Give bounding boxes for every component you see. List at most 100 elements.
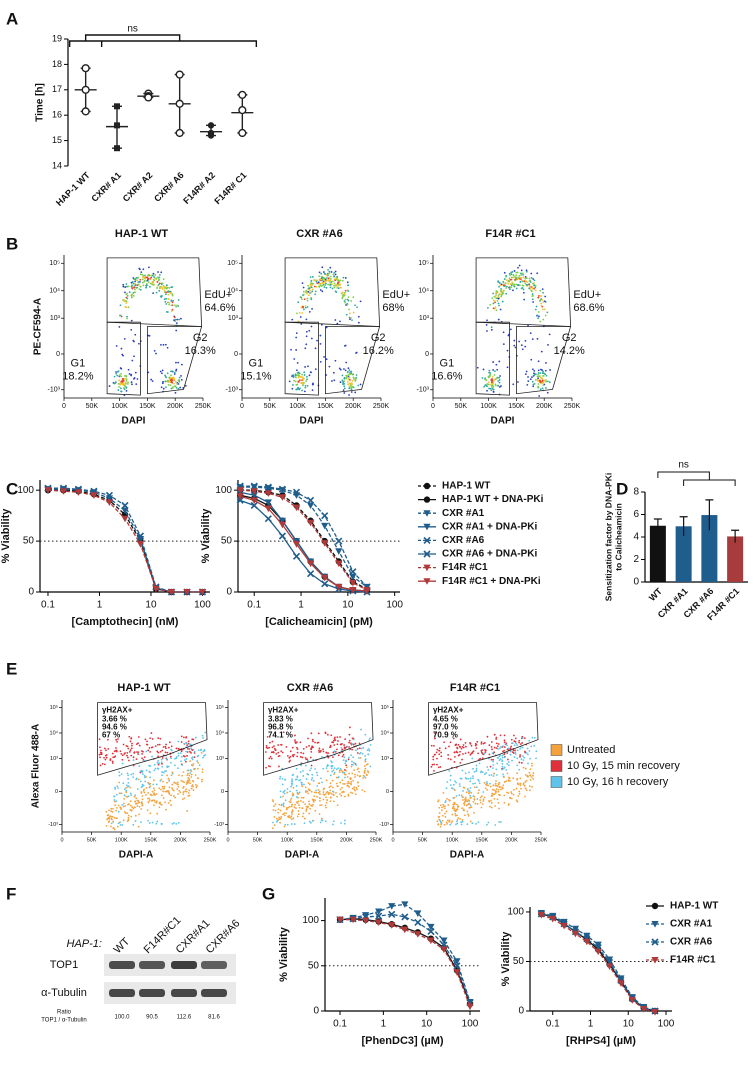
event-dot (303, 783, 305, 786)
event-dot (181, 363, 183, 366)
event-dot (493, 733, 496, 736)
event-dot (526, 775, 529, 778)
event-dot (145, 793, 147, 796)
event-dot (314, 809, 317, 812)
event-dot (459, 761, 462, 764)
panel-letter: E (6, 659, 17, 678)
event-dot (288, 760, 291, 763)
event-dot (186, 779, 189, 782)
event-dot (537, 372, 540, 374)
event-dot (479, 801, 482, 804)
event-dot (495, 738, 498, 740)
event-dot (507, 792, 510, 795)
event-dot (338, 367, 341, 370)
event-dot (489, 387, 492, 390)
event-dot (273, 815, 276, 818)
event-dot (311, 288, 314, 291)
event-dot (469, 806, 472, 809)
event-dot (462, 790, 464, 792)
y-tick-label: 10⁵ (227, 260, 238, 267)
ratio-value: 112.6 (177, 1015, 192, 1021)
x-axis-label: DAPI-A (119, 850, 153, 861)
event-dot (503, 271, 506, 274)
event-dot (433, 744, 435, 747)
event-dot (516, 783, 519, 785)
legend-label: F14R #C1 (670, 955, 716, 966)
event-dot (113, 816, 116, 819)
event-dot (289, 750, 292, 753)
event-dot (523, 280, 526, 283)
event-dot (534, 308, 537, 311)
event-dot (117, 370, 120, 373)
event-dot (503, 278, 506, 280)
event-dot (130, 281, 133, 284)
event-dot (469, 794, 472, 797)
event-dot (110, 822, 113, 825)
event-dot (320, 272, 323, 275)
event-dot (510, 283, 513, 286)
event-dot (121, 380, 124, 383)
event-dot (516, 744, 519, 747)
event-dot (486, 782, 489, 785)
event-dot (137, 742, 139, 745)
event-dot (529, 768, 532, 771)
event-dot (126, 820, 129, 823)
gate (146, 326, 203, 395)
event-dot (539, 289, 542, 292)
event-dot (532, 774, 534, 777)
event-dot (125, 795, 127, 798)
event-dot (111, 811, 114, 813)
event-dot (497, 318, 500, 321)
event-dot (535, 757, 537, 760)
event-dot (439, 804, 442, 807)
event-dot (329, 286, 332, 289)
x-axis-label: DAPI (300, 416, 324, 427)
event-dot (460, 747, 463, 750)
event-dot (336, 795, 339, 798)
event-dot (495, 747, 498, 750)
event-dot (472, 750, 475, 753)
event-dot (488, 774, 491, 777)
event-dot (478, 762, 481, 765)
event-dot (521, 348, 524, 351)
event-dot (502, 767, 505, 770)
event-dot (490, 381, 493, 384)
event-dot (317, 789, 320, 791)
event-dot (126, 285, 128, 288)
event-dot (496, 368, 499, 371)
y-axis-label: % Viability (278, 926, 290, 982)
event-dot (525, 779, 528, 782)
event-dot (334, 359, 337, 362)
event-dot (455, 795, 458, 797)
event-dot (297, 380, 300, 383)
event-dot (514, 753, 517, 755)
y-tick-label: 0 (633, 577, 639, 588)
event-dot (299, 755, 302, 758)
event-dot (344, 762, 347, 765)
event-dot (318, 813, 321, 815)
event-dot (121, 762, 124, 765)
event-dot (351, 792, 354, 795)
event-dot (305, 380, 308, 383)
event-dot (321, 278, 324, 281)
event-dot (160, 372, 163, 375)
x-tick-label: WT (647, 586, 664, 603)
event-dot (127, 759, 130, 762)
event-dot (514, 740, 517, 743)
event-dot (296, 815, 299, 818)
legend-swatch (550, 776, 563, 788)
gate-percent: 3.66 % (102, 715, 127, 724)
x-axis-label: [Camptothecin] (nM) (72, 616, 179, 628)
event-dot (499, 375, 501, 377)
event-dot (490, 799, 492, 802)
event-dot (495, 736, 498, 739)
series-line (541, 914, 656, 1013)
event-dot (518, 741, 520, 744)
event-dot (274, 749, 277, 751)
event-dot (131, 284, 133, 287)
event-dot (471, 751, 474, 754)
event-dot (136, 752, 139, 755)
event-dot (116, 374, 119, 377)
event-dot (127, 814, 130, 817)
event-dot (155, 277, 158, 280)
